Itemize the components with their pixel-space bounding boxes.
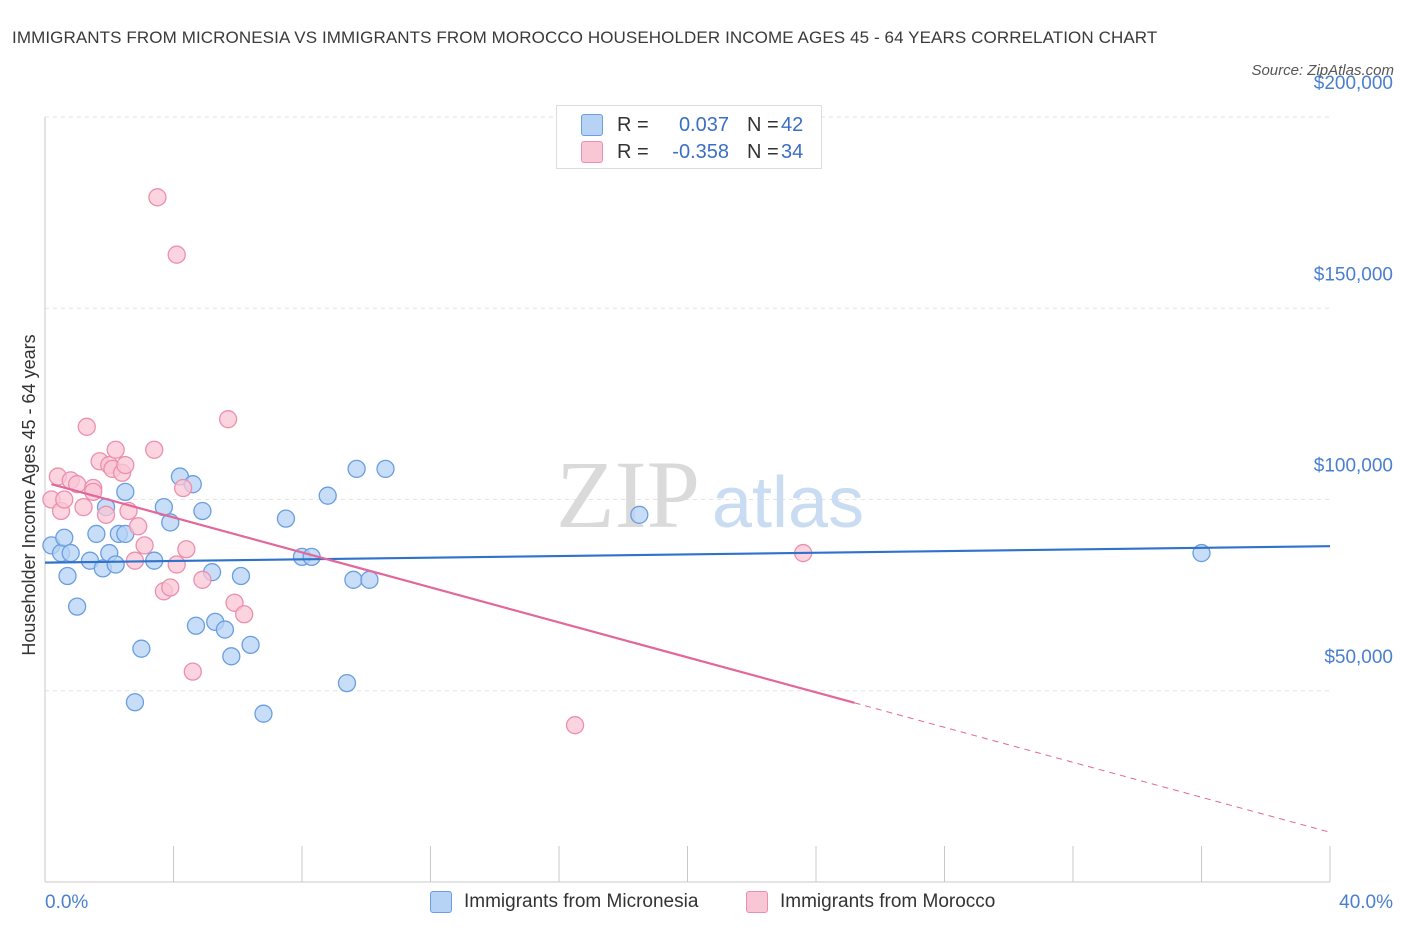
point-micronesia — [125, 693, 145, 712]
legend-swatch-pink — [581, 141, 603, 163]
point-micronesia — [116, 482, 135, 502]
x-tick-label: 40.0% — [1339, 892, 1393, 913]
legend-row-micronesia: R = 0.037 N = 42 — [581, 112, 803, 138]
legend-r-label: R = — [617, 113, 649, 136]
point-morocco — [96, 505, 116, 524]
point-micronesia — [254, 704, 273, 723]
point-morocco — [565, 716, 585, 735]
point-micronesia — [186, 616, 206, 635]
legend-swatch-blue — [581, 114, 603, 136]
point-micronesia — [347, 459, 366, 479]
point-micronesia — [231, 566, 251, 586]
point-morocco — [55, 490, 74, 509]
point-micronesia — [630, 505, 649, 524]
legend-r-value: -0.358 — [672, 140, 729, 163]
point-micronesia — [241, 635, 260, 654]
tick-labels: $50,000 $100,000 $150,000 $200,000 0.0% 40.0% — [45, 73, 1393, 913]
point-micronesia — [360, 570, 379, 589]
legend-n-label: N = — [747, 140, 779, 163]
point-micronesia — [67, 597, 87, 616]
point-morocco — [145, 440, 164, 459]
point-micronesia — [318, 486, 337, 505]
point-micronesia — [58, 566, 77, 586]
legend-n-label: N = — [747, 113, 779, 136]
legend-n-value: 34 — [781, 140, 804, 163]
point-morocco — [161, 578, 180, 597]
x-tick-label: 0.0% — [45, 892, 88, 913]
watermark-atlas: atlas — [712, 463, 864, 543]
y-axis-label: Householder Income Ages 45 - 64 years — [19, 334, 39, 655]
watermark-zip: ZIP — [556, 441, 700, 548]
point-micronesia — [337, 673, 357, 693]
point-morocco — [193, 570, 212, 589]
trend-line-micronesia — [44, 545, 1331, 564]
point-micronesia — [276, 509, 296, 528]
point-morocco — [167, 245, 186, 264]
point-micronesia — [61, 543, 80, 563]
watermark: ZIP atlas — [556, 441, 864, 548]
trend-lines — [44, 483, 1331, 833]
legend-n-value: 42 — [781, 113, 804, 136]
point-morocco — [74, 497, 93, 517]
series-name-morocco: Immigrants from Morocco — [780, 891, 996, 912]
series-legend-micronesia: Immigrants from Micronesia — [430, 888, 698, 916]
legend-r-label: R = — [617, 140, 649, 163]
point-morocco — [183, 662, 202, 681]
point-morocco — [148, 188, 167, 207]
point-morocco — [116, 455, 135, 475]
y-tick-label: $200,000 — [1314, 73, 1393, 94]
point-morocco — [77, 417, 96, 436]
point-morocco — [235, 605, 254, 624]
point-morocco — [167, 555, 186, 574]
trend-line-morocco-extension — [854, 702, 1331, 833]
point-morocco — [218, 410, 238, 429]
point-morocco — [106, 440, 125, 459]
correlation-legend: R = 0.037 N = 42 R = -0.358 N = 34 — [556, 105, 822, 169]
legend-r-value: 0.037 — [678, 113, 729, 136]
point-micronesia — [106, 555, 125, 574]
point-morocco — [129, 517, 148, 536]
data-points — [42, 188, 1211, 735]
point-morocco — [177, 540, 196, 559]
series-legend-morocco: Immigrants from Morocco — [746, 888, 995, 916]
point-micronesia — [87, 524, 106, 544]
point-micronesia — [222, 647, 241, 666]
point-micronesia — [376, 459, 395, 479]
point-micronesia — [344, 570, 363, 589]
y-tick-label: $50,000 — [1324, 647, 1393, 668]
chart-title: IMMIGRANTS FROM MICRONESIA VS IMMIGRANTS… — [12, 28, 1158, 47]
point-micronesia — [215, 620, 235, 639]
point-morocco — [135, 536, 154, 555]
y-tick-label: $100,000 — [1314, 456, 1393, 477]
series-name-micronesia: Immigrants from Micronesia — [464, 891, 699, 912]
series-swatch-blue — [430, 891, 452, 913]
series-swatch-pink — [746, 891, 768, 913]
source-label: Source: ZipAtlas.com — [1251, 62, 1394, 79]
legend-row-morocco: R = -0.358 N = 34 — [581, 139, 803, 165]
point-micronesia — [132, 639, 151, 658]
trend-line-morocco — [51, 483, 855, 704]
point-micronesia — [55, 528, 74, 547]
point-micronesia — [193, 501, 212, 521]
y-tick-label: $150,000 — [1314, 264, 1393, 285]
point-morocco — [173, 478, 193, 498]
